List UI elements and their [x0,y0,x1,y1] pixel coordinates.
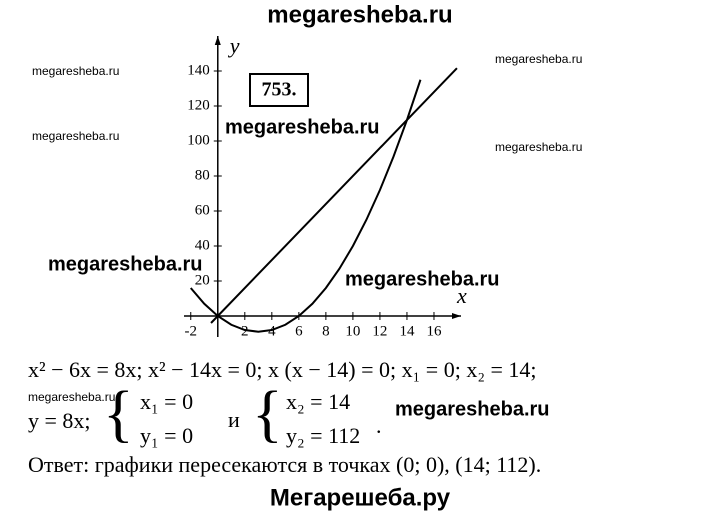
y-tick-label: 120 [187,97,210,113]
watermark: megaresheba.ru [495,140,582,154]
system-row: y₂ = 112 [286,423,360,448]
x-tick-label: 2 [241,323,249,339]
x-axis-label: x [456,283,467,308]
x-tick-label: 10 [345,323,360,339]
curve [189,79,422,333]
x-tick-label: -2 [185,323,198,339]
x-arrow [452,313,461,319]
x-tick-label: 16 [426,323,442,339]
answer: Ответ: графики пересекаются в точках (0;… [28,452,541,477]
system-row: x₂ = 14 [286,389,350,414]
x-tick-label: 14 [399,323,415,339]
x-tick-label: 12 [372,323,387,339]
curve [210,67,458,324]
watermark: megaresheba.ru [32,64,119,78]
y-axis-label: y [228,33,240,58]
x-tick-label: 4 [268,323,276,339]
y-tick-label: 100 [187,132,210,148]
equation: y = 8x; [28,408,91,433]
y-tick-label: 60 [195,202,210,218]
y-tick-label: 40 [195,237,210,253]
watermark: megaresheba.ru [345,268,500,290]
y-tick-label: 140 [187,62,210,78]
period: . [376,413,382,438]
footer: Мегарешеба.ру [270,484,451,511]
number-box [249,73,309,107]
watermark: megaresheba.ru [48,253,203,275]
brace: { [103,378,134,449]
system-row: x₁ = 0 [140,389,193,414]
watermark: megaresheba.ru [395,398,550,420]
watermark: megaresheba.ru [495,52,582,66]
system-row: y₁ = 0 [140,423,193,448]
watermark: megaresheba.ru [28,390,115,404]
chart: x y -2 2 4 6 8 10 12 14 16 20 40 60 80 100 120 140 [184,33,467,339]
y-tick-label: 80 [195,167,210,183]
problem-number: 753. [262,79,297,101]
header: megaresheba.ru [267,1,452,28]
watermarks: megaresheba.ru megaresheba.ru megaresheba.… [28,52,582,420]
y-arrow [214,36,221,45]
y-tick-label: 20 [195,272,210,288]
solution-line: x² − 6x = 8x; x² − 14x = 0; x (x − 14) =… [28,357,537,382]
conjunction: и [228,407,240,432]
watermark: megaresheba.ru [32,129,119,143]
x-tick-label: 6 [295,323,303,339]
brace: { [252,378,283,449]
x-tick-label: 8 [322,323,330,339]
watermark: megaresheba.ru [225,116,380,138]
